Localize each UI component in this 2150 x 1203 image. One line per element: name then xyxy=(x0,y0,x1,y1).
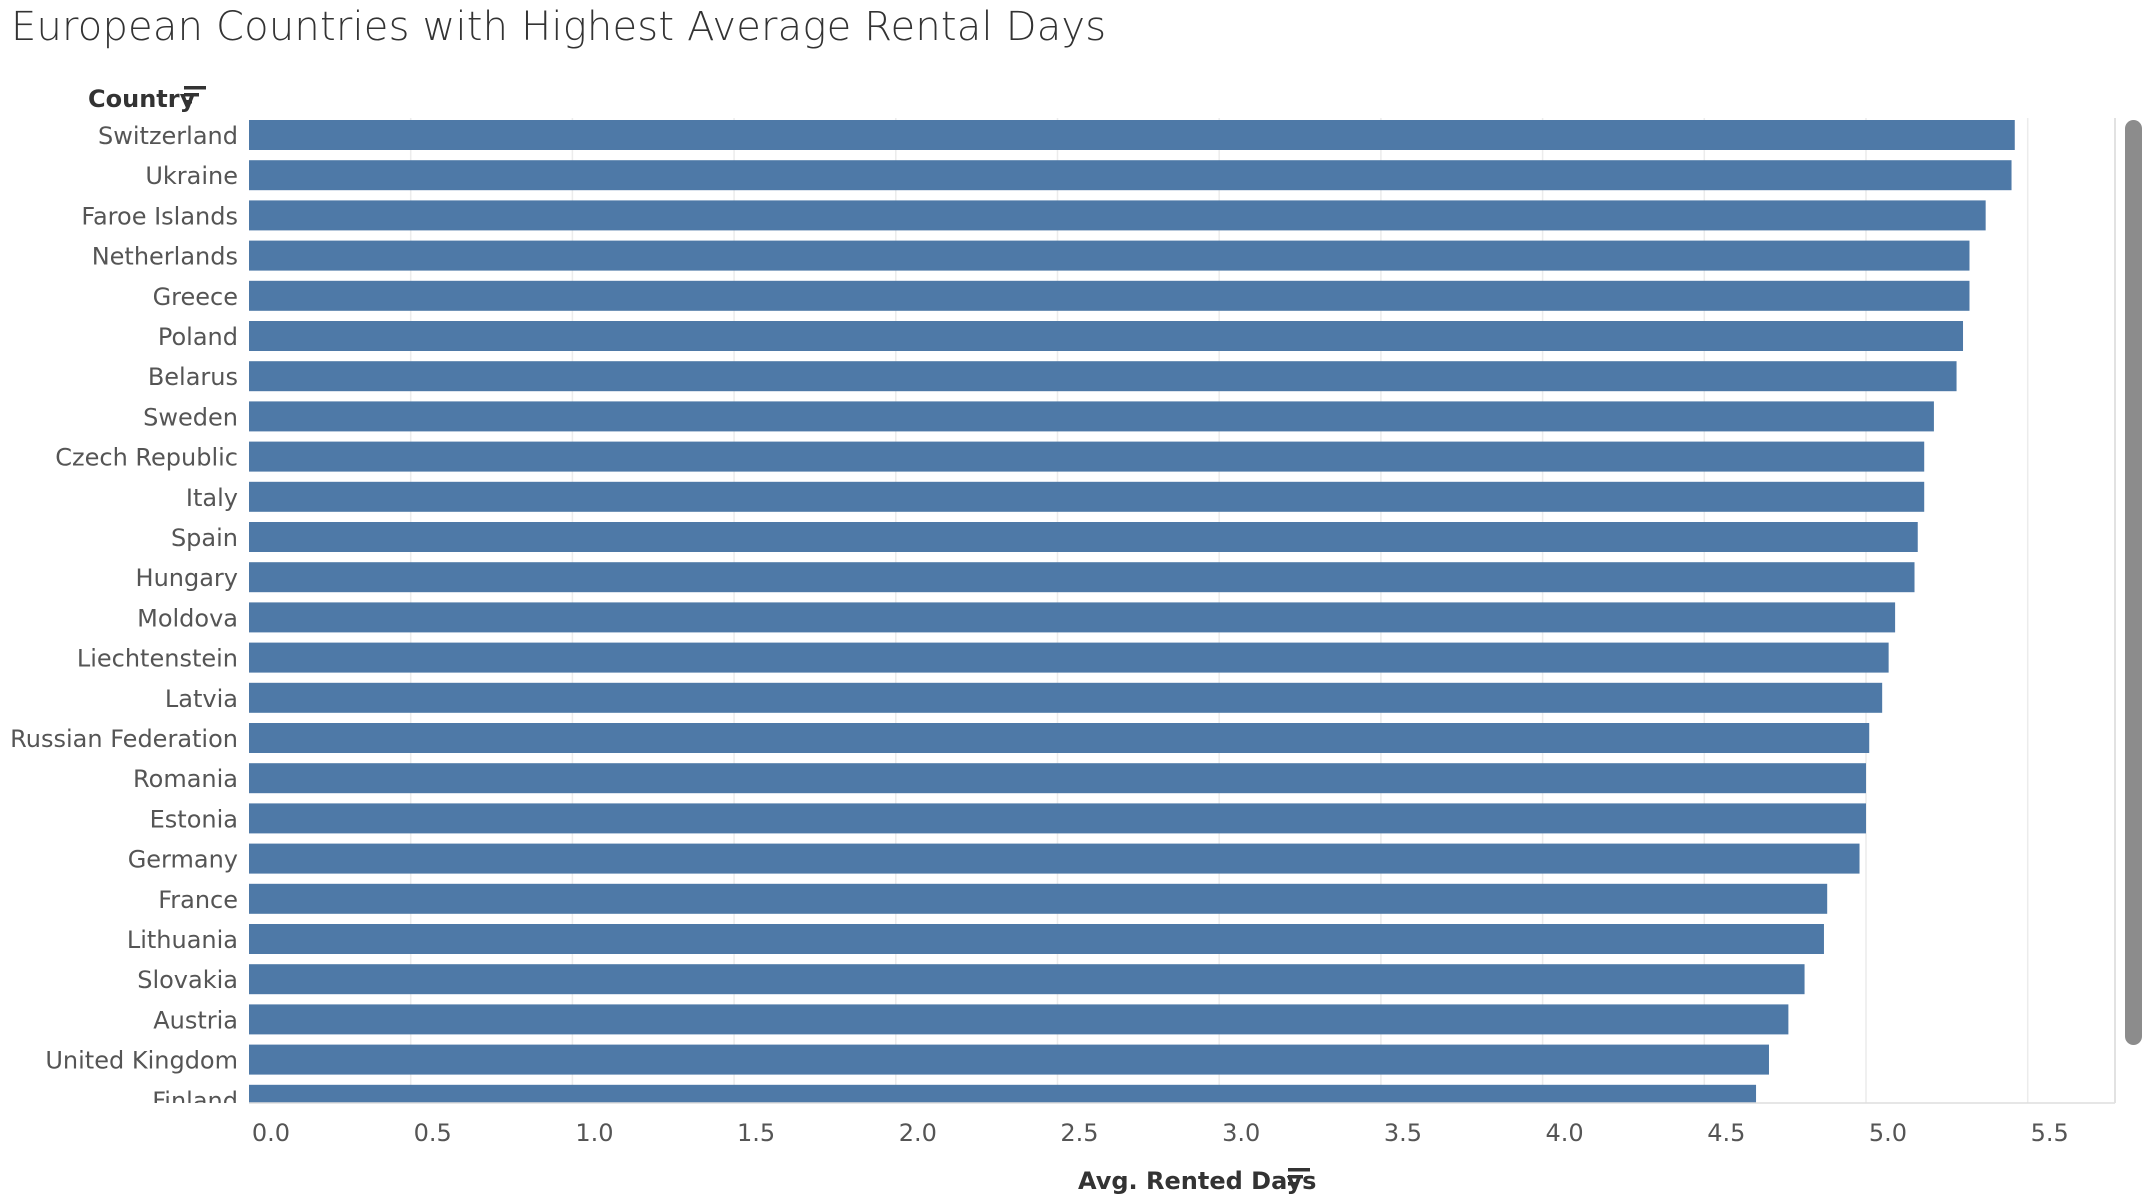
bar[interactable] xyxy=(249,361,1957,392)
y-category-label: Hungary xyxy=(136,564,238,592)
bar[interactable] xyxy=(249,924,1824,954)
x-axis-title: Avg. Rented Days xyxy=(1078,1167,1316,1195)
y-category-label: Ukraine xyxy=(145,162,238,190)
y-category-label: Belarus xyxy=(148,363,238,391)
x-tick-label: 3.5 xyxy=(1384,1119,1422,1147)
y-axis-title: Country xyxy=(88,85,196,113)
y-category-label: Austria xyxy=(153,1006,238,1034)
x-tick-label: 1.0 xyxy=(575,1119,613,1147)
x-tick-label: 0.0 xyxy=(252,1119,290,1147)
bar[interactable] xyxy=(249,602,1896,633)
bar[interactable] xyxy=(249,682,1883,713)
y-category-label: Czech Republic xyxy=(55,444,238,472)
y-category-label: Italy xyxy=(186,484,238,512)
y-category-label: France xyxy=(158,886,238,914)
bar[interactable] xyxy=(249,481,1925,512)
y-category-label: Netherlands xyxy=(92,243,238,271)
bars xyxy=(249,120,2015,1103)
x-axis-header[interactable]: Avg. Rented Days xyxy=(1078,1167,1316,1195)
bar[interactable] xyxy=(249,723,1870,753)
bar[interactable] xyxy=(249,321,1964,351)
y-category-label: United Kingdom xyxy=(45,1047,238,1075)
bar[interactable] xyxy=(249,964,1805,995)
bar[interactable] xyxy=(249,1004,1789,1035)
bar[interactable] xyxy=(249,240,1970,271)
y-category-label: Estonia xyxy=(150,805,238,833)
y-category-label: Lithuania xyxy=(127,926,238,954)
y-category-label: Slovakia xyxy=(137,966,238,994)
bar[interactable] xyxy=(249,1084,1757,1103)
sort-descending-icon[interactable] xyxy=(1288,1168,1310,1186)
y-category-label: Sweden xyxy=(143,403,238,431)
y-category-label: Moldova xyxy=(137,604,238,632)
x-tick-label: 0.5 xyxy=(414,1119,452,1147)
bar[interactable] xyxy=(249,160,2012,191)
bar[interactable] xyxy=(249,803,1866,834)
y-axis-labels: Switzerland Ukraine Faroe Islands Netherlan… xyxy=(10,122,238,1115)
scrollbar-thumb[interactable] xyxy=(2125,120,2142,1045)
y-axis-header[interactable]: Country xyxy=(88,85,206,113)
y-category-label: Finland xyxy=(152,1087,238,1115)
y-category-label: Spain xyxy=(171,524,238,552)
y-category-label: Faroe Islands xyxy=(81,202,238,230)
bar[interactable] xyxy=(249,401,1934,432)
y-category-label: Russian Federation xyxy=(10,725,238,753)
x-tick-label: 2.0 xyxy=(899,1119,937,1147)
y-category-label: Poland xyxy=(158,323,238,351)
sort-descending-icon[interactable] xyxy=(184,86,206,104)
x-tick-label: 5.0 xyxy=(1869,1119,1907,1147)
bar[interactable] xyxy=(249,763,1866,794)
vertical-scrollbar[interactable] xyxy=(2114,118,2142,1103)
x-tick-label: 4.5 xyxy=(1707,1119,1745,1147)
y-category-label: Latvia xyxy=(165,685,238,713)
y-category-label: Greece xyxy=(153,283,238,311)
x-tick-label: 5.5 xyxy=(2031,1119,2069,1147)
x-tick-label: 4.0 xyxy=(1546,1119,1584,1147)
x-tick-label: 2.5 xyxy=(1060,1119,1098,1147)
chart-title: European Countries with Highest Average … xyxy=(11,4,1107,50)
bar[interactable] xyxy=(249,883,1828,914)
bar[interactable] xyxy=(249,1044,1769,1075)
y-category-label: Germany xyxy=(128,846,238,874)
x-tick-label: 1.5 xyxy=(737,1119,775,1147)
bar[interactable] xyxy=(249,562,1915,593)
y-category-label: Liechtenstein xyxy=(77,645,238,673)
y-category-label: Switzerland xyxy=(98,122,238,150)
x-axis-ticks: 0.0 0.5 1.0 1.5 2.0 2.5 3.0 3.5 4.0 4.5 5.0 5.5 xyxy=(252,1119,2069,1147)
bar[interactable] xyxy=(249,843,1860,874)
bar[interactable] xyxy=(249,522,1918,552)
y-category-label: Romania xyxy=(133,765,238,793)
bar[interactable] xyxy=(249,441,1925,472)
bar[interactable] xyxy=(249,120,2015,150)
bar[interactable] xyxy=(249,200,1986,231)
bar[interactable] xyxy=(249,642,1889,673)
x-tick-label: 3.0 xyxy=(1222,1119,1260,1147)
bar[interactable] xyxy=(249,280,1970,311)
